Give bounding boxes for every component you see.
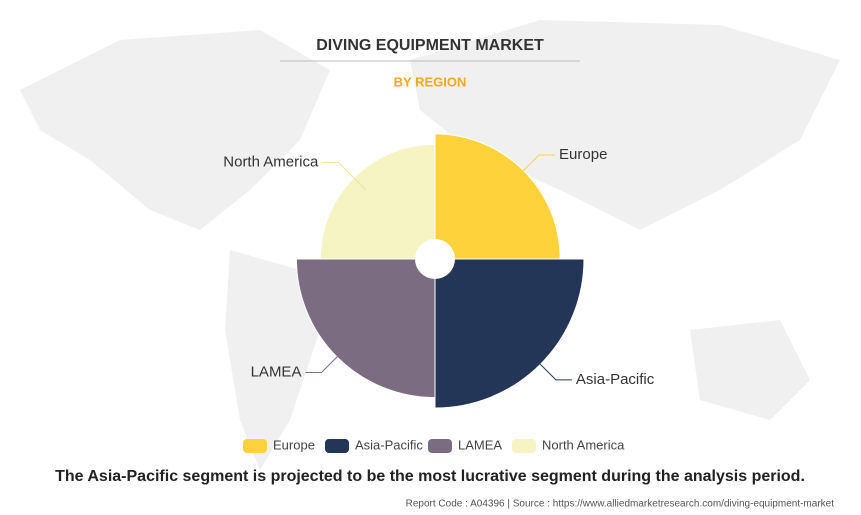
sector-label: LAMEA [251,364,302,381]
annotation: The Asia-Pacific segment is projected to… [55,468,805,485]
legend-label: Asia-Pacific [355,437,423,452]
sector [319,143,436,260]
sector [434,258,585,409]
legend-label: North America [542,437,625,452]
legend-swatch [325,439,349,453]
chart-subtitle: BY REGION [394,74,467,89]
leader-line [322,161,367,191]
legend-label: Europe [273,437,315,452]
sector-label: North America [223,153,319,170]
legend-swatch [428,439,452,453]
leader-line [509,154,556,185]
chart-title: DIVING EQUIPMENT MARKET [316,37,544,54]
leader-line [524,348,572,381]
leader-line [305,341,353,374]
legend-swatch [243,439,267,453]
legend: Europe Asia-Pacific LAMEA North America [243,437,625,453]
source: Report Code : A04396 | Source : https://… [406,499,835,510]
sector-label: Europe [559,146,607,163]
legend-label: LAMEA [458,437,502,452]
sector [295,258,436,399]
center-hole [415,239,455,279]
legend-swatch [512,439,536,453]
plot: Europe Asia-Pacific LAMEA North America [223,133,655,409]
sector-label: Asia-Pacific [576,371,655,388]
